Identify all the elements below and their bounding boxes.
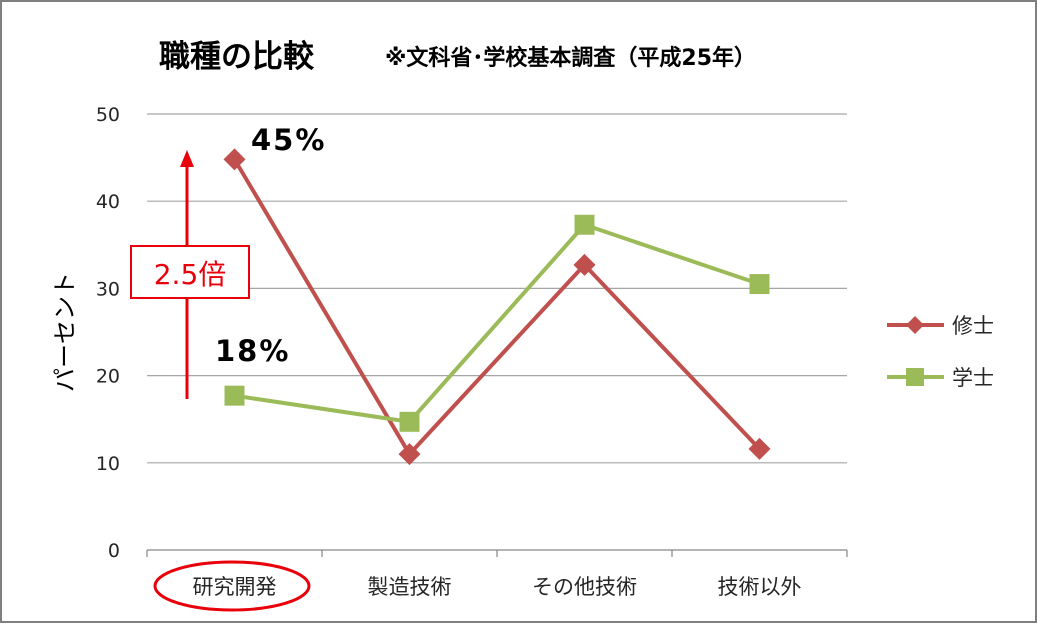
chart-title: 職種の比較: [159, 39, 315, 75]
x-tick-labels: 研究開発 製造技術 その他技術 技術以外: [193, 575, 802, 599]
x-tick-label: 技術以外: [718, 575, 802, 599]
y-tick-labels: 0 10 20 30 40 50: [96, 104, 120, 562]
series-line: [232, 158, 761, 457]
bachelor-percent-label: 18%: [215, 334, 290, 368]
data-point-square: [224, 385, 245, 406]
y-tick-label: 10: [96, 453, 120, 475]
y-tick-label: 30: [96, 278, 120, 300]
series-line: [234, 222, 761, 424]
data-point-diamond: [398, 443, 421, 466]
ratio-box: [130, 245, 250, 299]
highlight-ellipse: [153, 560, 311, 612]
data-point-square: [399, 411, 420, 432]
legend-marker-square: [906, 368, 924, 386]
data-point-square: [574, 214, 595, 235]
legend-label: 修士: [952, 314, 994, 338]
data-point-square: [749, 274, 770, 295]
data-point-diamond: [573, 253, 596, 276]
legend-label: 学士: [952, 366, 994, 390]
gridlines: [146, 113, 848, 557]
legend-marker-diamond: [906, 316, 924, 334]
master-percent-label: 45%: [251, 123, 326, 157]
data-point-diamond: [748, 437, 771, 460]
ratio-label: 2.5倍: [154, 258, 227, 291]
y-tick-label: 50: [96, 104, 120, 126]
data-point-diamond: [223, 148, 246, 171]
x-tick-label: 研究開発: [193, 575, 277, 599]
y-tick-label: 20: [96, 366, 120, 388]
series-group: [223, 148, 771, 466]
y-tick-label: 0: [108, 540, 120, 562]
x-tick-label: 製造技術: [368, 575, 452, 599]
ratio-arrow-head: [180, 150, 194, 167]
chart-subtitle: ※文科省･学校基本調査（平成25年）: [385, 45, 756, 71]
y-tick-label: 40: [96, 191, 120, 213]
x-tick-label: その他技術: [532, 575, 637, 599]
y-axis-label: パーセント: [51, 272, 79, 392]
